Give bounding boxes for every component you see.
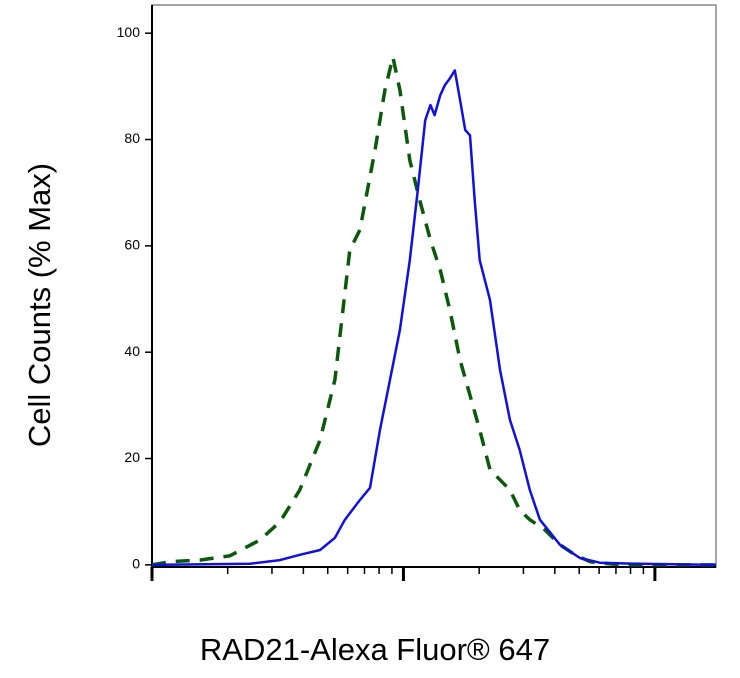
plot-frame xyxy=(151,4,717,568)
y-axis-title: Cell Counts (% Max) xyxy=(22,163,57,447)
y-tick-label: 40 xyxy=(124,343,140,359)
y-tick-label: 80 xyxy=(124,130,140,146)
series-line xyxy=(151,69,717,567)
series-line xyxy=(151,55,716,567)
y-tick-label: 20 xyxy=(124,449,140,465)
x-axis-title: RAD21-Alexa Fluor® 647 xyxy=(200,632,550,667)
y-tick-label: 60 xyxy=(124,237,140,253)
y-tick-label: 0 xyxy=(132,556,140,572)
y-tick-label: 100 xyxy=(117,24,141,40)
